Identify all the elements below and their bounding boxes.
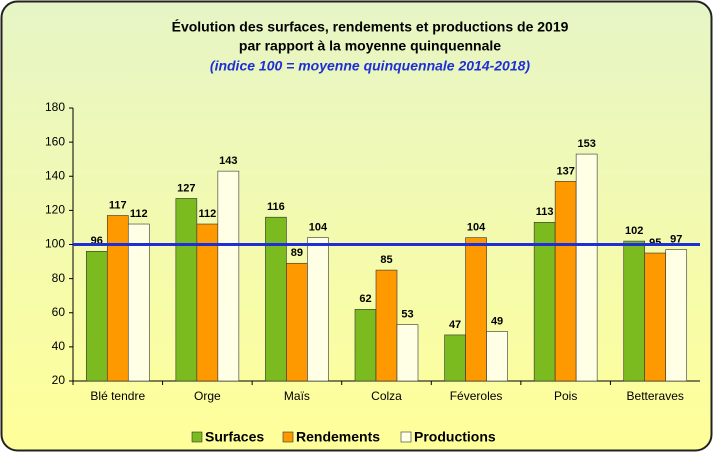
value-label: 153 — [577, 138, 595, 150]
y-tick-label: 20 — [52, 373, 66, 387]
chart-title-line2: par rapport à la moyenne quinquennale — [239, 38, 501, 54]
bar — [644, 252, 667, 382]
value-label: 104 — [309, 222, 328, 234]
legend-swatch — [282, 431, 294, 443]
x-tick-label: Maïs — [284, 389, 310, 403]
bar — [533, 222, 556, 382]
x-tick-label: Pois — [554, 389, 577, 403]
value-label: 102 — [625, 225, 643, 237]
bar — [175, 198, 198, 382]
bar — [354, 309, 377, 382]
chart-subtitle: (indice 100 = moyenne quinquennale 2014-… — [210, 58, 531, 74]
x-tick-label: Orge — [194, 389, 221, 403]
value-label: 143 — [219, 155, 237, 167]
y-tick-label: 140 — [45, 168, 65, 182]
value-label: 113 — [536, 206, 554, 218]
x-tick-label: Colza — [371, 389, 402, 403]
value-label: 85 — [380, 254, 392, 266]
value-label: 47 — [449, 319, 461, 331]
legend-label: Productions — [414, 429, 496, 445]
bar — [106, 215, 129, 382]
x-tick-label: Blé tendre — [90, 389, 145, 403]
bar — [286, 262, 308, 382]
bar — [217, 170, 240, 382]
bar — [665, 249, 688, 382]
bar — [486, 331, 508, 382]
bar — [375, 269, 398, 382]
y-tick-label: 100 — [45, 237, 65, 251]
value-label: 117 — [109, 199, 127, 211]
y-tick-label: 180 — [45, 100, 65, 114]
bar — [623, 240, 646, 382]
y-tick-label: 160 — [45, 134, 65, 148]
legend-label: Surfaces — [205, 429, 264, 445]
legend-label: Rendements — [296, 429, 380, 445]
value-label: 104 — [467, 222, 486, 234]
value-label: 49 — [491, 315, 503, 327]
value-label: 97 — [670, 234, 682, 246]
x-tick-label: Betteraves — [627, 389, 684, 403]
bar — [265, 216, 287, 382]
value-label: 95 — [649, 237, 661, 249]
bar — [575, 153, 598, 382]
bar — [396, 324, 419, 382]
y-tick-label: 40 — [52, 339, 66, 353]
value-label: 116 — [267, 201, 285, 213]
value-label: 112 — [130, 208, 148, 220]
value-label: 127 — [177, 182, 195, 194]
bar — [127, 223, 150, 382]
legend-swatch — [400, 431, 412, 443]
value-label: 89 — [291, 247, 303, 259]
y-tick-label: 80 — [52, 271, 66, 285]
value-label: 137 — [556, 165, 574, 177]
value-label: 112 — [198, 208, 216, 220]
bar — [307, 237, 329, 382]
bar — [444, 334, 466, 382]
legend-swatch — [191, 431, 203, 443]
bar — [85, 251, 108, 382]
bar — [554, 181, 577, 382]
bar — [465, 237, 487, 382]
bar — [196, 223, 219, 382]
y-tick-label: 120 — [45, 203, 65, 217]
value-label: 62 — [359, 293, 371, 305]
value-label: 53 — [401, 309, 413, 321]
y-tick-label: 60 — [52, 305, 66, 319]
chart-title: Évolution des surfaces, rendements et pr… — [172, 19, 569, 35]
x-tick-label: Féveroles — [450, 389, 503, 403]
